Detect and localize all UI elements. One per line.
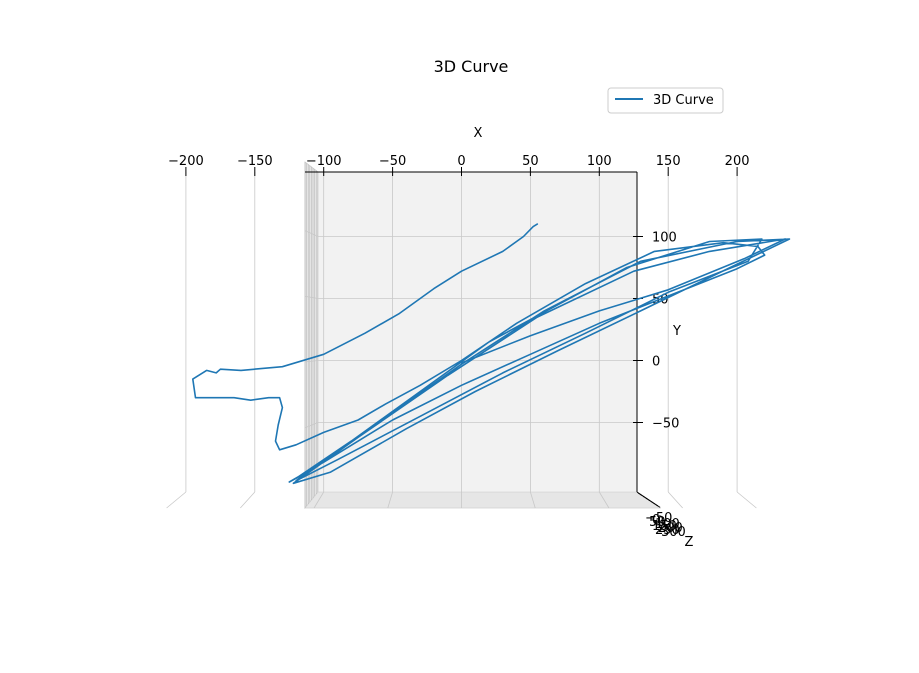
floor-gridline [387, 491, 393, 509]
x-tick-label: −50 [379, 154, 406, 169]
z-tick-label: 300 [661, 525, 686, 540]
back-pane [317, 171, 638, 493]
floor-gridline [736, 491, 757, 509]
floor-gridline [240, 491, 256, 509]
x-tick-label: −150 [237, 154, 273, 169]
x-axis-ticks: −200 −150 −100 −50 0 50 100 150 200 [168, 154, 750, 176]
z-tick-label: 50 [649, 515, 666, 530]
grid [166, 172, 757, 509]
legend: 3D Curve [607, 87, 724, 114]
x-tick-label: 50 [522, 154, 539, 169]
floor-gridline [313, 491, 325, 509]
left-gridline [304, 295, 319, 299]
x-tick-label: −100 [306, 154, 342, 169]
x-tick-label: 100 [587, 154, 612, 169]
y-tick-label: −50 [652, 417, 679, 432]
z-tick-label: 0 [652, 513, 660, 528]
x-tick-label: 0 [457, 154, 465, 169]
left-gridline [304, 422, 319, 429]
z-tick-label: −50 [645, 511, 672, 526]
left-gridline [304, 360, 319, 363]
floor-gridline [598, 491, 610, 509]
floor-gridline [530, 491, 536, 509]
legend-frame [607, 87, 724, 114]
x-tick-label: −200 [168, 154, 204, 169]
y-tick-label: 0 [652, 355, 660, 370]
floor-gridline [166, 491, 187, 509]
axes-panes [304, 161, 662, 510]
z-tick-label: 200 [658, 521, 683, 536]
series-layer [192, 223, 791, 485]
chart-title: 3D Curve [434, 57, 509, 76]
z-tick-label: 250 [655, 523, 680, 538]
x-tick-label: 200 [725, 154, 750, 169]
x-tick-label: 150 [656, 154, 681, 169]
left-gridline [304, 230, 319, 237]
z-tick-label: 100 [655, 517, 680, 532]
floor-gridline [667, 491, 683, 509]
series-line [192, 223, 791, 485]
floor-pane [304, 491, 662, 509]
z-tick-mark [655, 504, 661, 508]
y-tick-label: 100 [652, 231, 677, 246]
x-axis-label: X [474, 126, 483, 141]
y-axis-label: Y [672, 324, 681, 339]
z-tick-label: 150 [652, 519, 677, 534]
z-axis-label: Z [685, 535, 694, 550]
legend-label: 3D Curve [653, 93, 714, 108]
